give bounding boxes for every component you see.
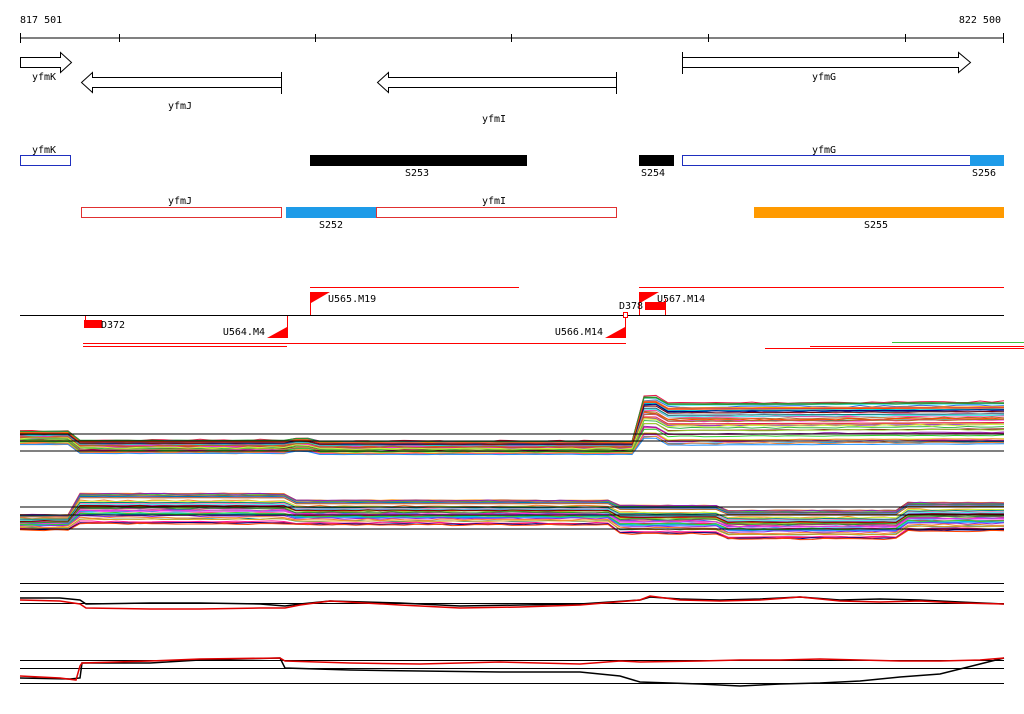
segment-label-S253: S253: [405, 168, 429, 179]
segment-label-S254: S254: [641, 168, 665, 179]
shift-markers-track: U565.M19 U567.M14 U564.M4 U566.M14 D372 …: [20, 287, 1024, 349]
segment-S255[interactable]: [754, 207, 1004, 218]
annotation-box-yfmI[interactable]: [376, 207, 617, 218]
downshift-block-icon: [645, 302, 665, 310]
segment-label-S252: S252: [319, 220, 343, 231]
marker-U564.M4[interactable]: U564.M4: [223, 327, 287, 338]
gene-arrow-yfmI[interactable]: yfmI: [376, 71, 617, 125]
expression-line: [19, 432, 1005, 455]
downstrand-flag-icon: [605, 327, 625, 338]
marker-label: U567.M14: [657, 294, 705, 305]
expression-line: [19, 494, 1004, 517]
expression-line: [20, 503, 1005, 522]
segment-label-S256: S256: [972, 168, 996, 179]
expression-line: [19, 504, 1005, 524]
summary-line-black: [19, 657, 1005, 687]
expression-line: [20, 502, 1005, 521]
upshift-flag-icon: [311, 292, 330, 303]
expression-line: [19, 518, 1005, 536]
annotation-label-yfmJ: yfmJ: [168, 196, 192, 207]
annotation-row-minus: yfmJ S252 yfmI S255: [81, 196, 1004, 231]
downstrand-flag-icon: [267, 327, 287, 338]
gene-arrow-yfmK[interactable]: yfmK: [20, 51, 73, 84]
expression-line: [19, 521, 1005, 540]
gene-arrows-track: yfmK yfmJ yfmI yfmG: [20, 51, 972, 125]
segment-S254[interactable]: [639, 155, 674, 166]
gene-label: yfmJ: [168, 101, 192, 112]
expression-line: [20, 400, 1004, 444]
marker-U566.M14[interactable]: U566.M14: [555, 327, 625, 338]
marker-label: U565.M19: [328, 294, 376, 305]
annotation-label-yfmK: yfmK: [32, 145, 56, 156]
segment-S253[interactable]: [310, 155, 527, 166]
ruler-end-label: 822 500: [959, 15, 1001, 26]
gene-arrow-yfmG[interactable]: yfmG: [682, 51, 972, 83]
annotation-label-yfmG: yfmG: [812, 145, 836, 156]
marker-D372[interactable]: D372: [84, 320, 125, 331]
expression-line: [20, 507, 1005, 526]
marker-D378[interactable]: D378: [619, 299, 666, 318]
marker-label: D372: [101, 320, 125, 331]
expression-line: [19, 516, 1005, 535]
downshift-block-icon: [84, 320, 102, 328]
expression-line: [19, 520, 1005, 538]
annotation-box-yfmG[interactable]: [682, 155, 1003, 166]
expression-line: [20, 437, 1005, 456]
expression-line: [20, 407, 1004, 446]
gene-label: yfmI: [482, 114, 506, 125]
summary-panel-minus: [19, 657, 1005, 687]
annotation-label-yfmI: yfmI: [482, 196, 506, 207]
expression-line: [19, 501, 1005, 520]
gene-arrow-yfmJ[interactable]: yfmJ: [80, 71, 282, 112]
expression-line: [20, 401, 1005, 444]
segment-label-S255: S255: [864, 220, 888, 231]
coordinate-ruler: 817 501 822 500: [20, 15, 1004, 43]
marker-U565.M19[interactable]: U565.M19: [311, 292, 376, 305]
expression-profiles-minus-strand: [19, 492, 1005, 541]
gene-label: yfmK: [32, 72, 56, 83]
expression-line: [19, 492, 1005, 516]
expression-line: [19, 500, 1005, 520]
gene-label: yfmG: [812, 72, 836, 83]
marker-label: U566.M14: [555, 327, 603, 338]
expression-line: [19, 509, 1005, 528]
upshift-flag-icon: [640, 292, 659, 303]
segment-S256[interactable]: [970, 155, 1004, 166]
expression-line: [19, 418, 1004, 450]
annotation-box-yfmJ[interactable]: [81, 207, 282, 218]
summary-line-red: [19, 595, 1005, 610]
marker-extent-lines: [83, 287, 1024, 349]
expression-line: [19, 511, 1005, 531]
marker-label: U564.M4: [223, 327, 265, 338]
ruler-ticks: [20, 33, 1004, 43]
marker-label: D378: [619, 301, 643, 312]
segment-S252[interactable]: [286, 207, 376, 218]
expression-line: [19, 522, 1005, 541]
annotation-row-plus: yfmK S253 S254 yfmG S256: [20, 145, 1004, 179]
expression-line: [19, 497, 1005, 518]
summary-line-black: [20, 596, 1005, 607]
marker-U567.M14[interactable]: U567.M14: [640, 292, 705, 305]
ruler-start-label: 817 501: [20, 15, 62, 26]
annotation-box-yfmK[interactable]: [20, 155, 71, 166]
expression-profiles-plus-strand: [19, 394, 1005, 456]
summary-line-red: [19, 657, 1005, 681]
expression-line: [20, 413, 1005, 448]
summary-panel-plus: [19, 583, 1005, 610]
